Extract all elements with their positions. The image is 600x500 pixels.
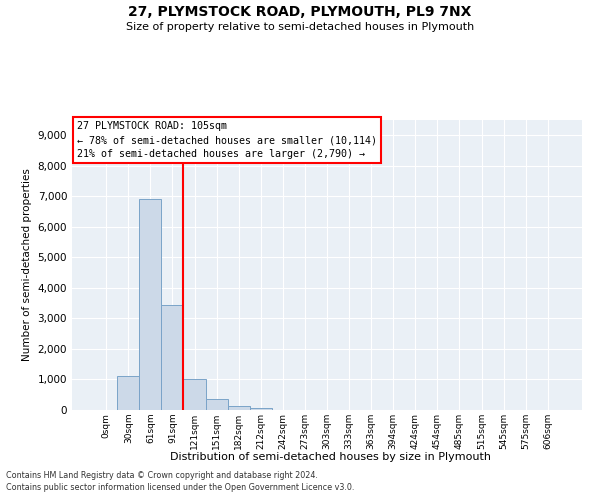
Bar	[227, 406, 250, 410]
Text: Contains public sector information licensed under the Open Government Licence v3: Contains public sector information licen…	[6, 483, 355, 492]
Bar	[250, 408, 272, 410]
Y-axis label: Number of semi-detached properties: Number of semi-detached properties	[22, 168, 32, 362]
Bar	[139, 200, 161, 410]
Bar	[161, 304, 184, 410]
Text: 27 PLYMSTOCK ROAD: 105sqm
← 78% of semi-detached houses are smaller (10,114)
21%: 27 PLYMSTOCK ROAD: 105sqm ← 78% of semi-…	[77, 122, 377, 160]
Text: Contains HM Land Registry data © Crown copyright and database right 2024.: Contains HM Land Registry data © Crown c…	[6, 470, 318, 480]
Text: Size of property relative to semi-detached houses in Plymouth: Size of property relative to semi-detach…	[126, 22, 474, 32]
Text: Distribution of semi-detached houses by size in Plymouth: Distribution of semi-detached houses by …	[170, 452, 491, 462]
Bar	[184, 380, 206, 410]
Text: 27, PLYMSTOCK ROAD, PLYMOUTH, PL9 7NX: 27, PLYMSTOCK ROAD, PLYMOUTH, PL9 7NX	[128, 5, 472, 19]
Bar	[117, 376, 139, 410]
Bar	[206, 400, 227, 410]
